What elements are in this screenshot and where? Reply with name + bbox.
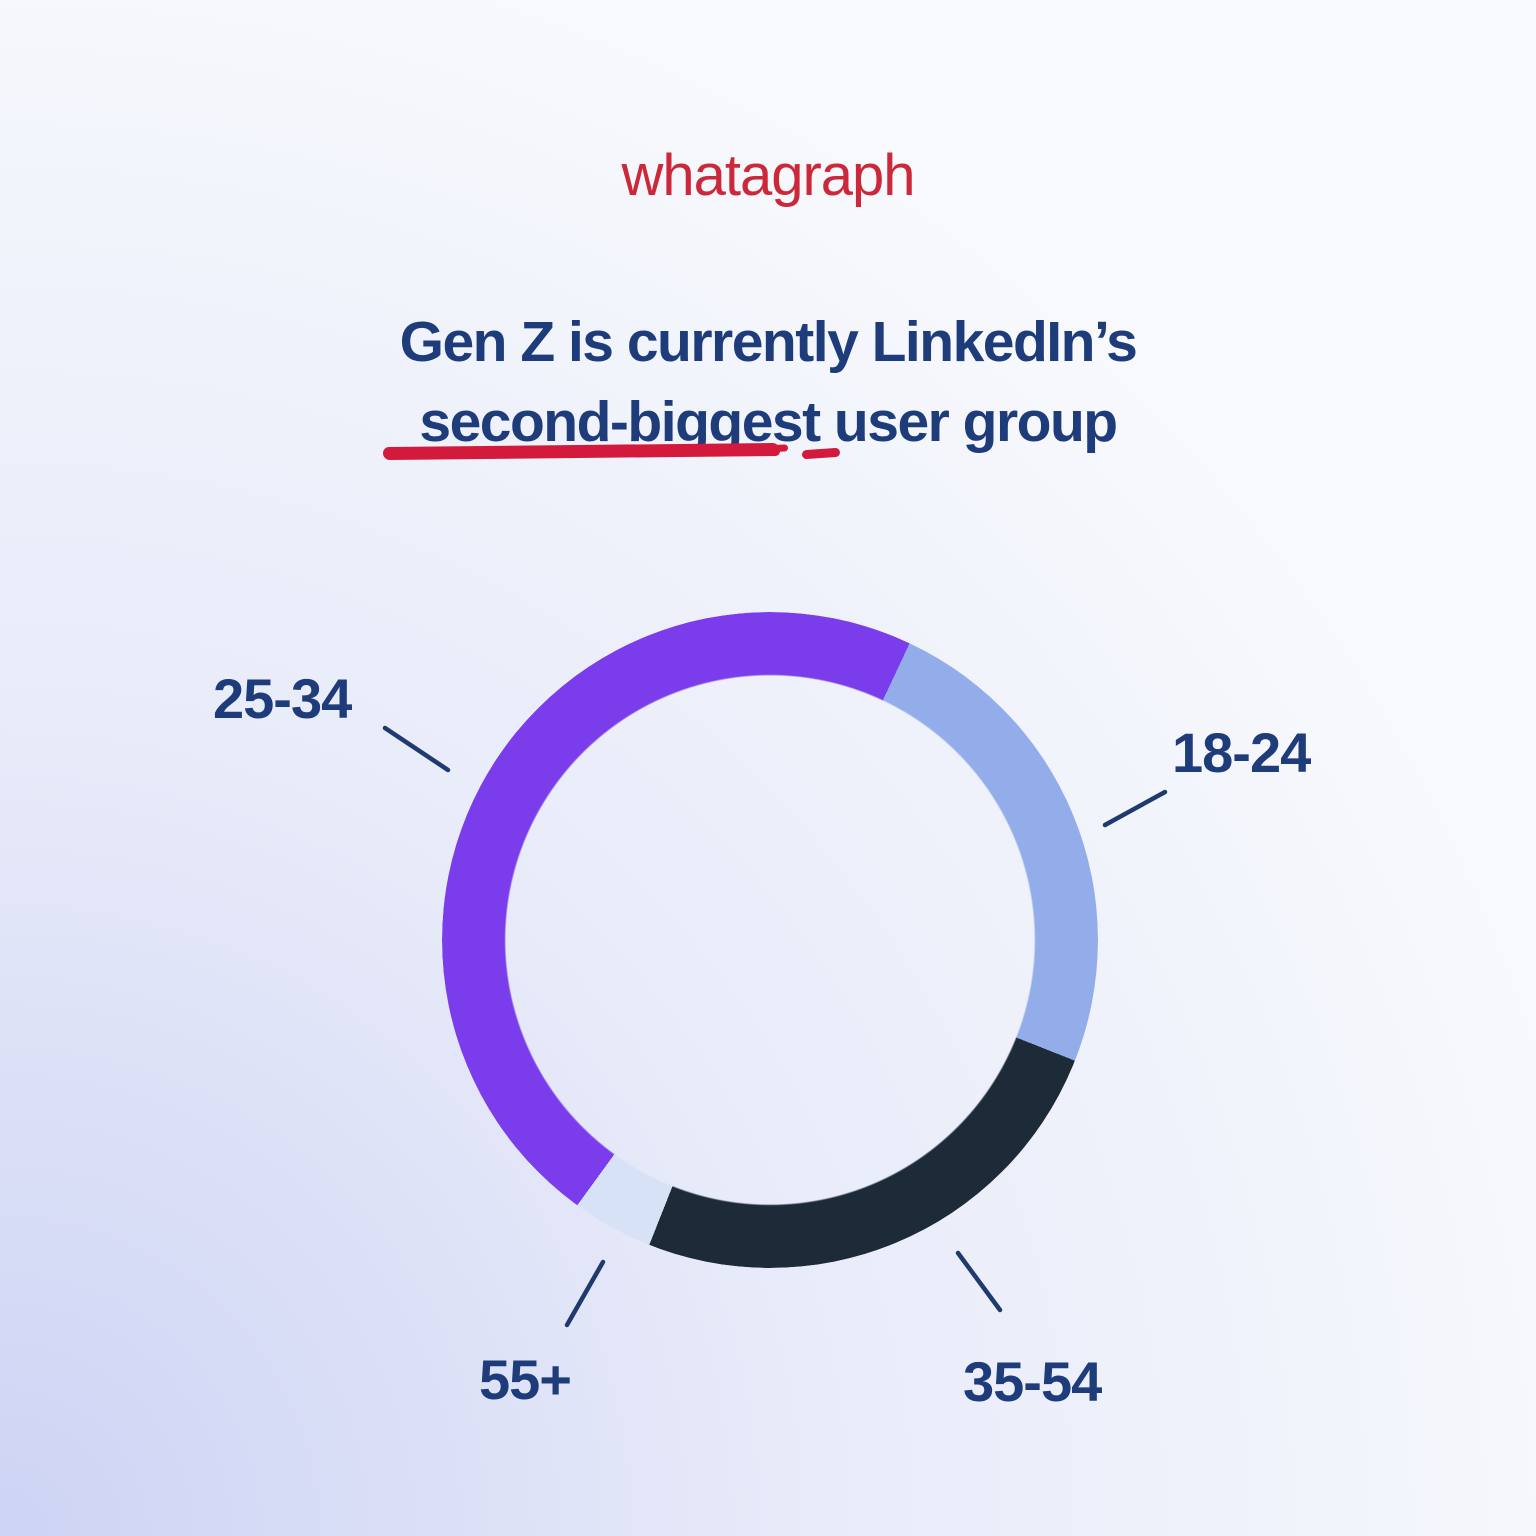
page-title: Gen Z is currently LinkedIn’s second-bigg… — [0, 302, 1536, 462]
donut-chart — [442, 612, 1098, 1268]
leader-line-55plus — [564, 1259, 606, 1328]
leader-line-25-34 — [382, 725, 451, 773]
segment-label-18-24: 18-24 — [1172, 721, 1311, 784]
segment-label-25-34: 25-34 — [213, 667, 352, 730]
whatagraph-logo: whatagraph — [621, 143, 915, 208]
title-line-1: Gen Z is currently LinkedIn’s — [399, 310, 1138, 374]
leader-line-18-24 — [1102, 789, 1168, 828]
leader-line-35-54 — [955, 1250, 1003, 1313]
segment-label-55plus: 55+ — [479, 1348, 572, 1411]
segment-label-35-54: 35-54 — [963, 1350, 1102, 1413]
